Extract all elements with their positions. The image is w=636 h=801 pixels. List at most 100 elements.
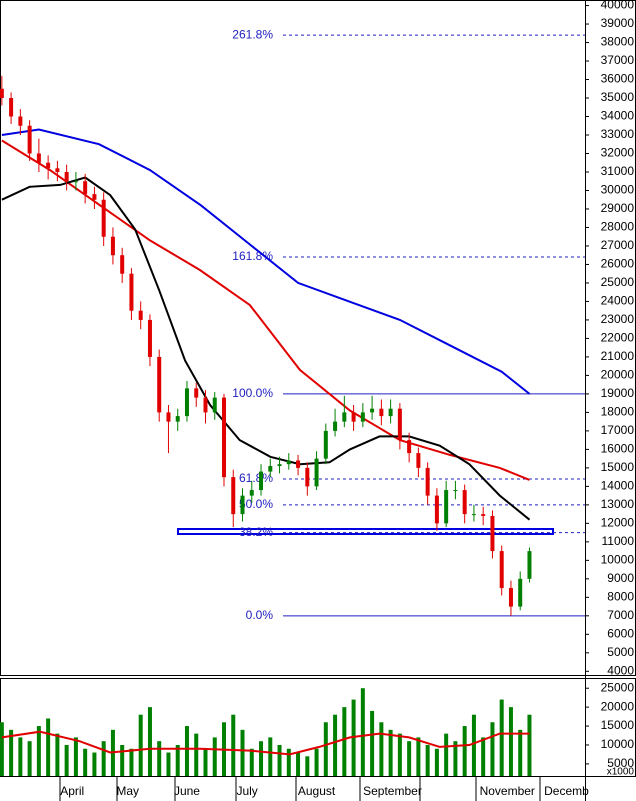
y-tick-label: 5000 bbox=[607, 756, 634, 770]
volume-bar bbox=[212, 737, 217, 776]
volume-bar bbox=[9, 729, 14, 776]
fib-label: 100.0% bbox=[232, 386, 273, 400]
candle-body bbox=[166, 412, 171, 422]
volume-bar bbox=[166, 752, 171, 776]
candle-body bbox=[259, 471, 264, 491]
volume-bar bbox=[508, 707, 513, 776]
x-tick-label: April bbox=[60, 784, 84, 798]
y-tick-label: 25000 bbox=[601, 275, 635, 289]
moving-average bbox=[1, 139, 530, 481]
volume-bar bbox=[36, 726, 41, 776]
candle-body bbox=[268, 466, 273, 472]
candle-body bbox=[425, 467, 430, 496]
volume-bar bbox=[184, 726, 189, 776]
volume-bar bbox=[0, 722, 4, 776]
candle-body bbox=[508, 588, 513, 607]
y-tick-label: 37000 bbox=[601, 53, 635, 67]
candle-body bbox=[527, 551, 532, 579]
candle-body bbox=[222, 397, 227, 478]
volume-bar bbox=[471, 714, 476, 776]
x-tick-label: August bbox=[298, 784, 336, 798]
candle-body bbox=[46, 162, 51, 169]
volume-bar bbox=[268, 737, 273, 776]
candle-body bbox=[333, 421, 338, 431]
volume-bar bbox=[203, 748, 208, 776]
volume-bar bbox=[286, 748, 291, 776]
candle-body bbox=[444, 490, 449, 524]
volume-bar bbox=[46, 718, 51, 776]
x-tick-label: November bbox=[480, 784, 535, 798]
x-tick-label: July bbox=[236, 784, 257, 798]
y-tick-label: 16000 bbox=[601, 442, 635, 456]
y-tick-label: 4000 bbox=[607, 663, 634, 677]
volume-bar bbox=[101, 741, 106, 776]
volume-bar bbox=[314, 748, 319, 776]
fib-label: 38.2% bbox=[239, 525, 273, 539]
candle-body bbox=[407, 440, 412, 454]
y-tick-label: 27000 bbox=[601, 238, 635, 252]
candle-body bbox=[64, 171, 69, 182]
volume-bar bbox=[55, 733, 60, 776]
price-panel bbox=[0, 0, 636, 676]
y-tick-label: 40000 bbox=[601, 0, 635, 12]
candle-body bbox=[147, 319, 152, 357]
y-tick-label: 29000 bbox=[601, 201, 635, 215]
volume-bar bbox=[296, 752, 301, 776]
volume-bar bbox=[462, 726, 467, 776]
y-tick-label: 8000 bbox=[607, 590, 634, 604]
y-tick-label: 38000 bbox=[601, 35, 635, 49]
candle-body bbox=[212, 397, 217, 413]
candle-body bbox=[27, 125, 32, 154]
volume-bar bbox=[481, 737, 486, 776]
volume-bar bbox=[360, 688, 365, 776]
y-tick-label: 24000 bbox=[601, 294, 635, 308]
y-tick-label: 34000 bbox=[601, 109, 635, 123]
volume-bar bbox=[83, 748, 88, 776]
x-tick-label: September bbox=[363, 784, 422, 798]
volume-bar bbox=[73, 737, 78, 776]
candle-body bbox=[157, 356, 162, 413]
y-tick-label: 10000 bbox=[601, 737, 635, 751]
candle-body bbox=[462, 490, 467, 515]
candle-body bbox=[360, 412, 365, 422]
volume-bar bbox=[416, 737, 421, 776]
moving-average bbox=[1, 176, 531, 521]
y-tick-label: 20000 bbox=[601, 699, 635, 713]
volume-bar bbox=[444, 733, 449, 776]
y-tick-label: 15000 bbox=[601, 460, 635, 474]
y-tick-label: 18000 bbox=[601, 405, 635, 419]
moving-average bbox=[1, 128, 531, 395]
y-tick-label: 23000 bbox=[601, 312, 635, 326]
fib-label: 161.8% bbox=[232, 249, 273, 263]
y-tick-label: 35000 bbox=[601, 90, 635, 104]
candle-body bbox=[370, 408, 375, 413]
volume-bar bbox=[147, 707, 152, 776]
volume-bar bbox=[129, 748, 134, 776]
fib-label: 0.0% bbox=[246, 608, 274, 622]
volume-bar bbox=[249, 748, 254, 776]
y-tick-label: 10000 bbox=[601, 553, 635, 567]
candle-body bbox=[323, 430, 328, 459]
volume-average bbox=[1, 730, 530, 756]
y-tick-label: 26000 bbox=[601, 257, 635, 271]
y-tick-label: 39000 bbox=[601, 16, 635, 30]
volume-bar bbox=[64, 744, 69, 776]
candle-body bbox=[92, 194, 97, 200]
volume-bar bbox=[453, 741, 458, 776]
volume-bar bbox=[27, 741, 32, 776]
x-tick-label: May bbox=[116, 784, 139, 798]
support-box bbox=[177, 528, 554, 535]
volume-bar bbox=[231, 714, 236, 776]
volume-bar bbox=[518, 729, 523, 776]
candle-body bbox=[194, 388, 199, 398]
y-tick-label: 11000 bbox=[602, 534, 635, 548]
y-tick-label: 33000 bbox=[601, 127, 635, 141]
volume-bar bbox=[527, 714, 532, 776]
volume-bar bbox=[370, 710, 375, 776]
candle-body bbox=[73, 181, 78, 183]
volume-bar bbox=[138, 714, 143, 776]
x-tick-label: Decemb bbox=[544, 784, 589, 798]
fib-label: 50.0% bbox=[239, 497, 273, 511]
candle-body bbox=[351, 412, 356, 422]
candle-body bbox=[129, 273, 134, 311]
